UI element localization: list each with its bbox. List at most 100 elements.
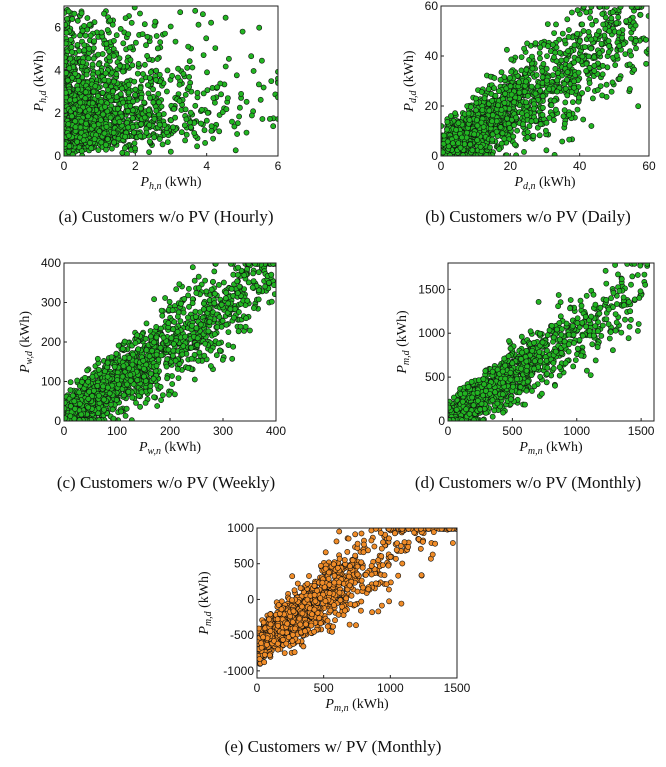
data-point [74,17,81,24]
data-point [150,99,157,106]
data-point [171,391,178,398]
data-point [495,102,501,109]
data-point [194,143,200,150]
data-point [122,15,129,21]
data-point [571,59,577,66]
data-point [177,318,184,324]
data-point [207,347,214,354]
data-point [583,9,590,16]
data-point [554,88,560,95]
data-point [599,11,606,17]
data-point [238,91,244,97]
data-point [571,84,577,91]
data-point [66,65,73,72]
data-point [543,127,549,134]
data-point [164,375,170,382]
data-point [84,15,91,21]
data-point [126,44,133,51]
data-point [129,115,136,122]
data-point [543,147,550,154]
data-point [79,378,85,385]
data-point [631,66,638,73]
data-point [518,67,525,74]
data-point [256,24,263,31]
data-point [72,118,78,125]
data-point [628,35,634,42]
data-point [580,116,587,123]
data-point [156,121,163,128]
data-point [193,290,200,296]
data-point [514,127,520,134]
data-point [219,317,226,324]
data-point [116,63,123,69]
data-point [506,125,513,131]
data-point [602,14,609,21]
data-point [224,95,231,101]
data-point [90,55,97,62]
data-point [109,145,115,152]
data-point [67,379,74,386]
data-point [186,58,193,65]
data-point [520,121,526,128]
data-point [511,122,517,129]
data-point [218,301,225,308]
data-point [208,19,214,26]
data-point [170,347,177,354]
data-point [222,295,229,302]
data-point [171,319,178,325]
data-point [575,57,581,63]
data-point [170,124,176,131]
data-point [532,40,539,46]
data-point [158,307,165,314]
data-point [158,397,164,403]
data-point [529,53,535,60]
data-point [113,94,120,100]
data-point [147,95,153,101]
data-point [108,354,115,360]
data-point [111,139,117,146]
data-point [148,370,154,377]
data-point [583,68,589,74]
data-point [566,27,572,33]
data-point [192,102,199,109]
data-point [513,114,519,121]
data-point [234,120,241,127]
data-point [159,392,166,398]
data-point [97,117,104,123]
data-point [85,55,92,62]
data-point [594,87,601,93]
data-point [546,115,553,121]
data-point [262,283,268,290]
y-tick-label: 2 [54,106,61,120]
data-point [85,404,92,411]
data-point [534,83,541,90]
data-point [532,90,539,97]
data-point [608,88,615,95]
data-point [574,7,581,14]
data-point [147,383,154,389]
y-tick-label: 20 [425,99,439,113]
data-point [172,114,178,121]
data-point [166,298,173,305]
data-point [561,120,568,127]
data-point [103,40,110,47]
data-point [270,263,276,267]
data-point [79,27,86,34]
data-point [71,10,78,17]
data-point [187,109,194,116]
data-point [474,137,481,143]
data-point [87,32,94,39]
data-point [110,415,117,421]
data-point [208,123,215,130]
data-point [104,136,111,143]
data-point [571,42,578,49]
data-point [88,145,95,152]
data-point [66,143,73,150]
y-tick-label: 0 [54,149,61,163]
data-point [192,7,199,14]
data-point [115,342,122,349]
data-point [110,129,117,136]
data-point [211,268,218,275]
data-point [478,89,485,95]
data-point [516,89,523,96]
